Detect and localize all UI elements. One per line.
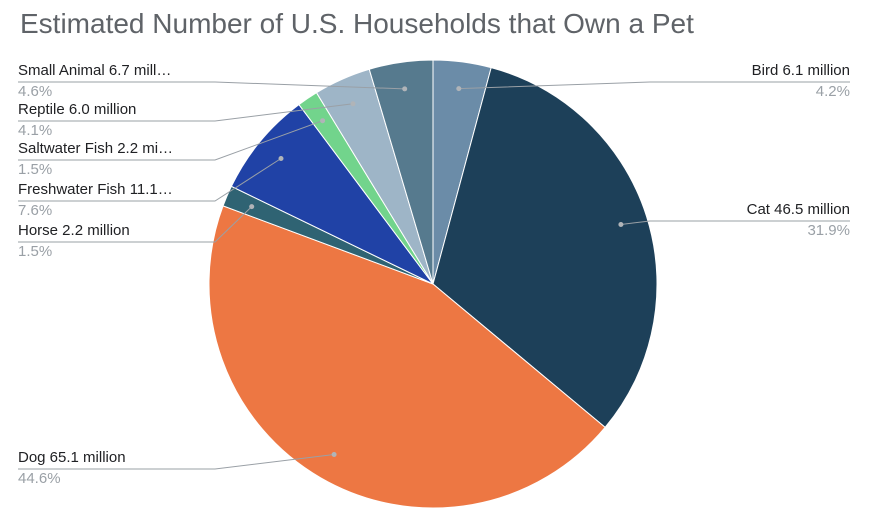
slice-label-horse: Horse 2.2 million [18,222,130,239]
slice-percent-freshwater: 7.6% [18,202,52,219]
leader-dot-saltwater [320,118,326,124]
slice-label-reptile: Reptile 6.0 million [18,101,136,118]
leader-dot-horse [249,204,255,210]
leader-dot-reptile [350,101,356,107]
slice-percent-horse: 1.5% [18,243,52,260]
slice-percent-reptile: 4.1% [18,122,52,139]
pie-slice-cat [432,67,658,429]
leader-line-reptile [18,103,354,122]
slice-label-saltwater: Saltwater Fish 2.2 mi… [18,140,173,157]
leader-line-small [18,81,405,90]
slice-percent-small: 4.6% [18,83,52,100]
leader-line-saltwater [18,120,323,161]
pie-slice-small [368,59,434,285]
slice-label-dog: Dog 65.1 million [18,449,126,466]
leader-line-freshwater [18,158,282,202]
leader-line-horse [18,206,253,243]
slice-label-small: Small Animal 6.7 mill… [18,62,171,79]
slice-label-bird: Bird 6.1 million [752,62,850,79]
leader-line-cat [620,220,850,225]
leader-dot-freshwater [278,156,284,161]
leader-dot-dog [331,452,337,457]
slice-label-freshwater: Freshwater Fish 11.1… [18,181,173,198]
pie-slice-freshwater [230,103,434,285]
leader-line-dog [18,454,335,470]
leader-line-bird [458,81,850,90]
leader-dot-small [402,86,408,92]
slice-label-cat: Cat 46.5 million [747,201,850,218]
pie-slice-dog [208,205,606,509]
slice-percent-bird: 4.2% [816,83,850,100]
slice-percent-cat: 31.9% [807,222,850,239]
chart-title: Estimated Number of U.S. Households that… [20,8,694,39]
slice-percent-dog: 44.6% [18,470,61,487]
leader-dot-bird [456,86,462,92]
leader-dot-cat [618,222,624,227]
slice-percent-saltwater: 1.5% [18,161,52,178]
